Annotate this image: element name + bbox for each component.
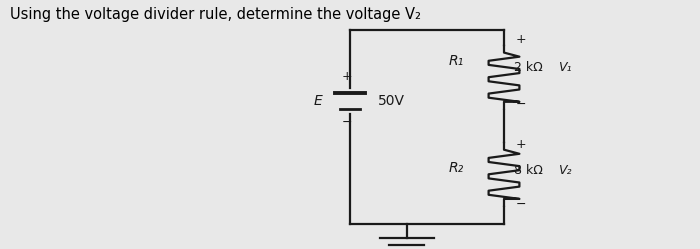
Text: −: − <box>516 98 526 111</box>
Text: 8 kΩ: 8 kΩ <box>514 164 543 177</box>
Text: E: E <box>314 94 322 108</box>
Text: V₁: V₁ <box>558 61 571 74</box>
Text: R₂: R₂ <box>448 161 463 175</box>
Text: R₁: R₁ <box>448 54 463 68</box>
Text: −: − <box>516 198 526 211</box>
Text: 2 kΩ: 2 kΩ <box>514 61 543 74</box>
Text: V₂: V₂ <box>558 164 571 177</box>
Text: Using the voltage divider rule, determine the voltage V₂: Using the voltage divider rule, determin… <box>10 7 421 22</box>
Text: +: + <box>516 33 526 46</box>
Text: +: + <box>341 70 352 83</box>
Text: +: + <box>516 138 526 151</box>
Text: 50V: 50V <box>378 94 405 108</box>
Text: −: − <box>342 116 351 129</box>
